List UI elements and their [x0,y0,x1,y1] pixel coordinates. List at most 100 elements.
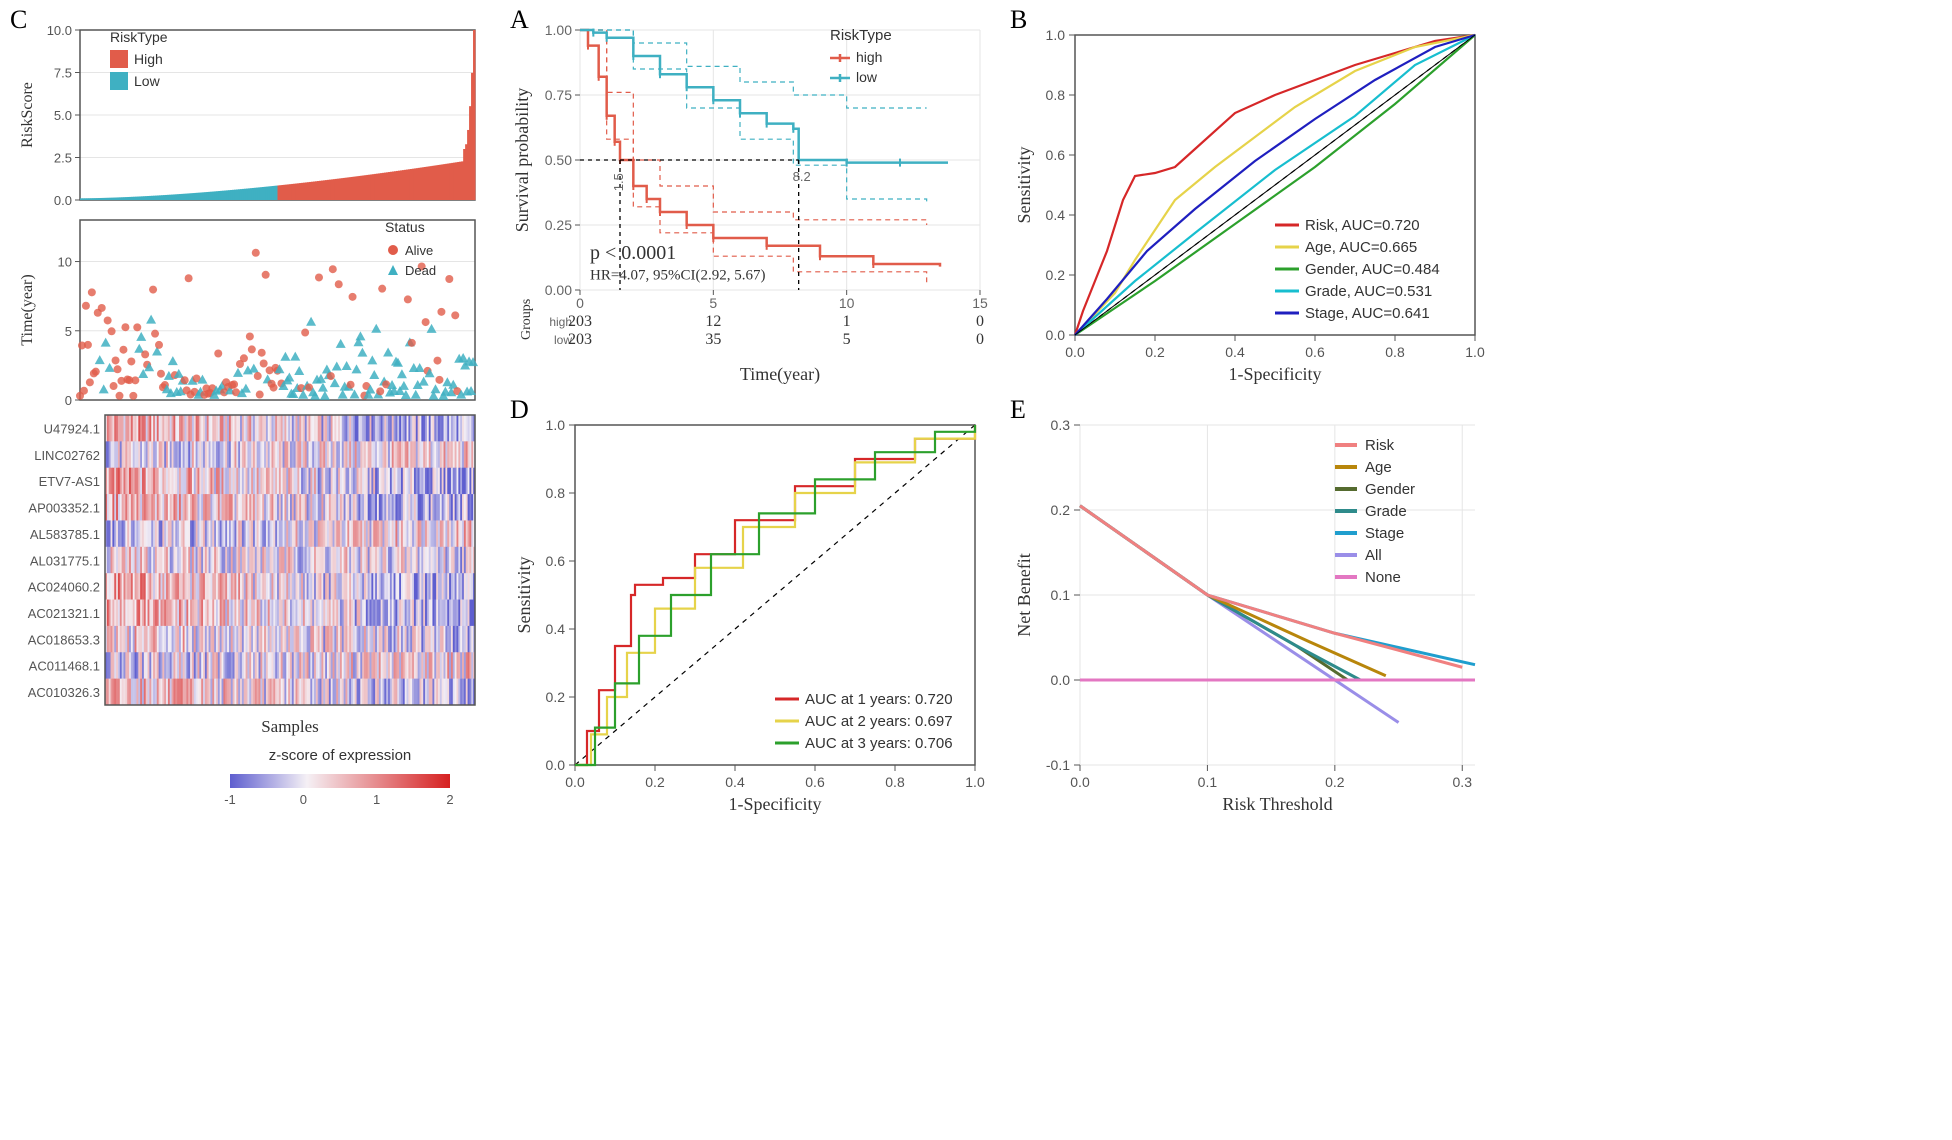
svg-text:Stage, AUC=0.641: Stage, AUC=0.641 [1305,305,1430,322]
svg-text:0.2: 0.2 [1046,267,1066,283]
svg-text:0: 0 [576,295,584,311]
svg-text:Stage: Stage [1365,525,1404,542]
svg-text:Net Benefit: Net Benefit [1014,553,1034,636]
svg-text:0.1: 0.1 [1198,774,1218,790]
svg-text:AC021321.1: AC021321.1 [28,606,100,621]
svg-text:0.8: 0.8 [1385,344,1405,360]
panel-e: E 0.00.10.20.3-0.10.00.10.20.3Risk Thres… [1010,400,1490,820]
svg-text:0: 0 [976,331,984,348]
svg-text:15: 15 [972,295,988,311]
svg-text:2.5: 2.5 [54,151,72,166]
svg-text:0.2: 0.2 [546,689,566,705]
svg-text:0.3: 0.3 [1453,774,1473,790]
svg-text:0.4: 0.4 [1225,344,1245,360]
svg-text:0.3: 0.3 [1051,417,1071,433]
svg-text:Alive: Alive [405,243,433,258]
svg-text:Grade: Grade [1365,503,1407,520]
svg-text:1.0: 1.0 [546,417,566,433]
svg-text:0.6: 0.6 [546,553,566,569]
svg-text:0.4: 0.4 [1046,207,1066,223]
svg-text:0: 0 [65,393,72,408]
svg-text:10: 10 [58,255,72,270]
svg-text:AC018653.3: AC018653.3 [28,632,100,647]
svg-text:z-score of expression: z-score of expression [269,747,412,764]
svg-text:0.8: 0.8 [1046,87,1066,103]
svg-text:1.0: 1.0 [1046,27,1066,43]
svg-text:Risk, AUC=0.720: Risk, AUC=0.720 [1305,217,1420,234]
panel-d: D 0.00.20.40.60.81.00.00.20.40.60.81.01-… [510,400,990,820]
panel-e-label: E [1010,395,1026,425]
svg-text:Gender, AUC=0.484: Gender, AUC=0.484 [1305,261,1440,278]
svg-text:p < 0.0001: p < 0.0001 [590,242,676,264]
svg-text:AL583785.1: AL583785.1 [30,527,100,542]
svg-text:35: 35 [705,331,721,348]
svg-text:AP003352.1: AP003352.1 [28,501,100,516]
svg-text:1.00: 1.00 [545,22,572,38]
svg-text:low: low [856,69,878,85]
svg-text:Grade, AUC=0.531: Grade, AUC=0.531 [1305,283,1432,300]
svg-text:Age, AUC=0.665: Age, AUC=0.665 [1305,239,1417,256]
panel-a-svg: 1.58.20510150.000.250.500.751.00Time(yea… [510,10,990,390]
svg-text:0.1: 0.1 [1051,587,1071,603]
svg-text:0.8: 0.8 [885,774,905,790]
svg-text:0.25: 0.25 [545,217,572,233]
panel-a-label: A [510,5,529,35]
svg-text:203: 203 [568,313,592,330]
svg-text:5.0: 5.0 [54,108,72,123]
svg-text:0.2: 0.2 [1145,344,1165,360]
panel-b-label: B [1010,5,1027,35]
panel-e-svg: 0.00.10.20.3-0.10.00.10.20.3Risk Thresho… [1010,400,1490,820]
svg-text:AC010326.3: AC010326.3 [28,685,100,700]
svg-text:0: 0 [300,792,307,807]
svg-text:1-Specificity: 1-Specificity [1229,364,1322,384]
svg-text:0.0: 0.0 [1046,327,1066,343]
svg-text:0.0: 0.0 [565,774,585,790]
svg-text:0.50: 0.50 [545,152,572,168]
svg-text:AUC at 2 years: 0.697: AUC at 2 years: 0.697 [805,713,953,730]
svg-text:high: high [856,49,882,65]
svg-text:U47924.1: U47924.1 [44,421,100,436]
svg-text:Time(year): Time(year) [740,364,820,385]
svg-text:HR=4.07, 95%CI(2.92, 5.67): HR=4.07, 95%CI(2.92, 5.67) [590,268,766,284]
svg-text:Risk: Risk [1365,437,1395,454]
svg-text:Sensitivity: Sensitivity [1014,146,1034,223]
svg-text:1: 1 [843,313,851,330]
panel-c-label: C [10,5,27,35]
panel-b-svg: 0.00.20.40.60.81.00.00.20.40.60.81.01-Sp… [1010,10,1490,390]
svg-text:AC011468.1: AC011468.1 [29,659,100,674]
svg-text:1.0: 1.0 [1465,344,1485,360]
svg-text:7.5: 7.5 [54,66,72,81]
svg-text:None: None [1365,569,1401,586]
svg-text:0.00: 0.00 [545,282,572,298]
svg-text:10.0: 10.0 [47,23,72,38]
svg-text:AUC at 1 years: 0.720: AUC at 1 years: 0.720 [805,691,953,708]
svg-text:Low: Low [134,73,161,89]
svg-text:10: 10 [839,295,855,311]
svg-text:All: All [1365,547,1382,564]
svg-text:0.6: 0.6 [805,774,825,790]
panel-c-heatmap-svg: U47924.1LINC02762ETV7-AS1AP003352.1AL583… [10,410,490,740]
svg-text:RiskType: RiskType [830,27,892,44]
svg-text:0.0: 0.0 [1051,672,1071,688]
svg-text:0.2: 0.2 [1325,774,1345,790]
svg-text:1-Specificity: 1-Specificity [729,794,822,814]
panel-c-riskscore-svg: 0.02.55.07.510.0RiskScoreRiskTypeHighLow [10,10,490,210]
panel-d-svg: 0.00.20.40.60.81.00.00.20.40.60.81.01-Sp… [510,400,990,820]
panel-c-colorbar-svg: z-score of expression-1012 [10,740,490,810]
svg-text:5: 5 [709,295,717,311]
svg-text:0.6: 0.6 [1046,147,1066,163]
svg-text:Risk Threshold: Risk Threshold [1222,794,1332,814]
svg-text:1.5: 1.5 [611,173,626,191]
svg-text:0.75: 0.75 [545,87,572,103]
svg-text:RiskType: RiskType [110,29,168,45]
svg-text:0: 0 [976,313,984,330]
svg-text:0.0: 0.0 [546,757,566,773]
svg-text:0.0: 0.0 [1065,344,1085,360]
panel-c: C 0.02.55.07.510.0RiskScoreRiskTypeHighL… [10,10,490,820]
svg-text:AUC at 3 years: 0.706: AUC at 3 years: 0.706 [805,735,953,752]
svg-text:203: 203 [568,331,592,348]
svg-text:-0.1: -0.1 [1046,757,1070,773]
svg-text:Sensitivity: Sensitivity [514,556,534,633]
svg-text:AL031775.1: AL031775.1 [30,553,100,568]
panel-b: B 0.00.20.40.60.81.00.00.20.40.60.81.01-… [1010,10,1490,390]
